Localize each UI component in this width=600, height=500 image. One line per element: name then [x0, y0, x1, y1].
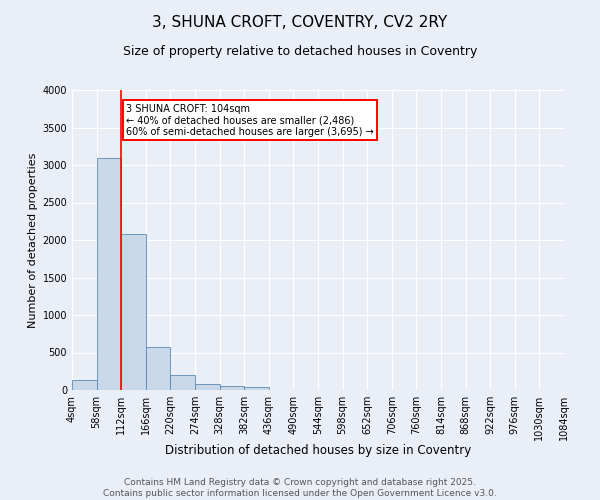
X-axis label: Distribution of detached houses by size in Coventry: Distribution of detached houses by size … — [165, 444, 471, 458]
Bar — [121, 234, 146, 390]
Text: Size of property relative to detached houses in Coventry: Size of property relative to detached ho… — [123, 45, 477, 58]
Bar — [220, 386, 244, 390]
Text: Contains HM Land Registry data © Crown copyright and database right 2025.
Contai: Contains HM Land Registry data © Crown c… — [103, 478, 497, 498]
Bar — [195, 384, 220, 390]
Bar — [244, 387, 269, 390]
Y-axis label: Number of detached properties: Number of detached properties — [28, 152, 38, 328]
Bar — [146, 347, 170, 390]
Bar — [72, 380, 97, 390]
Text: 3 SHUNA CROFT: 104sqm
← 40% of detached houses are smaller (2,486)
60% of semi-d: 3 SHUNA CROFT: 104sqm ← 40% of detached … — [126, 104, 374, 136]
Text: 3, SHUNA CROFT, COVENTRY, CV2 2RY: 3, SHUNA CROFT, COVENTRY, CV2 2RY — [152, 15, 448, 30]
Bar — [170, 375, 195, 390]
Bar — [97, 158, 121, 390]
